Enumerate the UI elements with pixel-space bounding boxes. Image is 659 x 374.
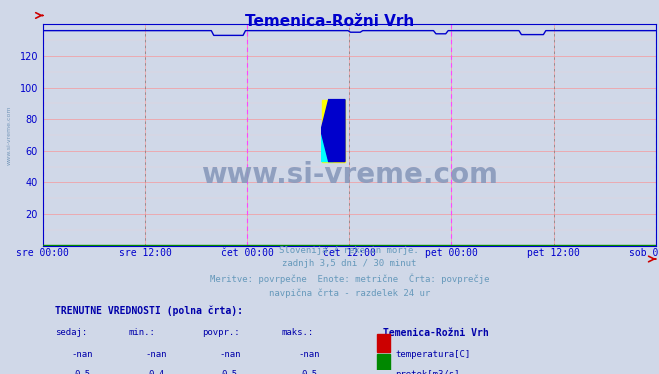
Text: sedaj:: sedaj: <box>55 328 88 337</box>
Text: 0,4: 0,4 <box>148 370 164 374</box>
Text: www.si-vreme.com: www.si-vreme.com <box>7 105 12 165</box>
Text: 0,5: 0,5 <box>301 370 318 374</box>
Bar <box>322 99 345 162</box>
Text: maks.:: maks.: <box>282 328 314 337</box>
Text: -nan: -nan <box>299 350 320 359</box>
Text: Temenica-Rožni Vrh: Temenica-Rožni Vrh <box>383 328 489 338</box>
Text: TRENUTNE VREDNOSTI (polna črta):: TRENUTNE VREDNOSTI (polna črta): <box>55 306 243 316</box>
Text: pretok[m3/s]: pretok[m3/s] <box>395 370 460 374</box>
Text: Slovenija / reke in morje.
zadnjh 3,5 dni / 30 minut
Meritve: povrpečne  Enote: : Slovenija / reke in morje. zadnjh 3,5 dn… <box>210 246 489 298</box>
Text: -nan: -nan <box>219 350 241 359</box>
Text: 0,5: 0,5 <box>221 370 238 374</box>
Bar <box>377 334 390 352</box>
Text: min.:: min.: <box>129 328 156 337</box>
Text: povpr.:: povpr.: <box>202 328 240 337</box>
Polygon shape <box>322 134 333 162</box>
Polygon shape <box>322 99 345 162</box>
Text: www.si-vreme.com: www.si-vreme.com <box>201 161 498 189</box>
Text: temperatura[C]: temperatura[C] <box>395 350 471 359</box>
Text: 0,5: 0,5 <box>74 370 91 374</box>
Text: -nan: -nan <box>146 350 167 359</box>
Text: Temenica-Rožni Vrh: Temenica-Rožni Vrh <box>245 14 414 29</box>
Text: -nan: -nan <box>72 350 94 359</box>
Bar <box>377 354 390 371</box>
